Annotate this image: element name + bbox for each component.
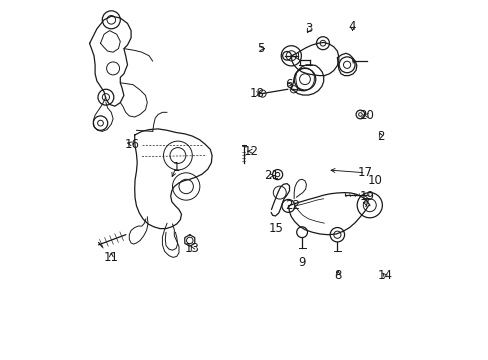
Text: 8: 8 (334, 269, 341, 282)
Text: 1: 1 (172, 161, 180, 174)
Text: 14: 14 (377, 269, 391, 282)
Text: 10: 10 (366, 174, 382, 186)
Text: 19: 19 (359, 190, 374, 203)
Text: 22: 22 (285, 199, 300, 212)
Text: 18: 18 (249, 87, 264, 100)
Text: 9: 9 (298, 256, 305, 269)
Text: 20: 20 (358, 109, 373, 122)
Text: 6: 6 (284, 78, 291, 91)
Text: 13: 13 (184, 242, 199, 255)
Text: 16: 16 (124, 138, 140, 150)
Text: 12: 12 (243, 145, 258, 158)
Text: 7: 7 (363, 197, 370, 210)
Text: 2: 2 (377, 130, 384, 143)
Text: 3: 3 (305, 22, 312, 35)
Text: 15: 15 (268, 222, 283, 235)
Text: 17: 17 (357, 166, 372, 179)
Text: 11: 11 (103, 251, 119, 264)
Text: 4: 4 (348, 21, 356, 33)
Text: 21: 21 (263, 169, 278, 182)
Text: 5: 5 (257, 42, 264, 55)
